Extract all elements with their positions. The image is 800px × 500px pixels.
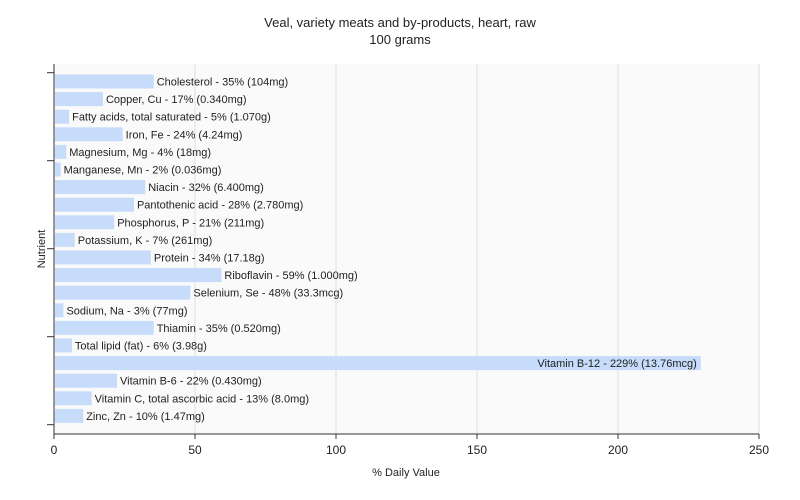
bar-label: Total lipid (fat) - 6% (3.98g) — [75, 341, 207, 353]
bar-label: Cholesterol - 35% (104mg) — [157, 77, 288, 89]
bars — [55, 74, 701, 423]
x-tick-label: 0 — [51, 443, 58, 457]
bar-label: Vitamin B-6 - 22% (0.430mg) — [120, 376, 262, 388]
x-tick-label: 250 — [749, 443, 769, 457]
bar — [55, 74, 154, 89]
bar-label: Zinc, Zn - 10% (1.47mg) — [86, 411, 205, 423]
bar — [55, 250, 151, 265]
bar — [55, 232, 75, 247]
chart-subtitle: 100 grams — [369, 32, 431, 47]
bar-label: Vitamin C, total ascorbic acid - 13% (8.… — [95, 393, 309, 405]
axes: 0 50 100 150 200 250 — [47, 64, 769, 457]
bar-label: Copper, Cu - 17% (0.340mg) — [106, 94, 247, 106]
bar — [55, 180, 146, 195]
x-tick-label: 150 — [467, 443, 487, 457]
bar-label: Niacin - 32% (6.400mg) — [148, 182, 264, 194]
bar — [55, 338, 72, 353]
bar — [55, 215, 115, 230]
bar-label: Vitamin B-12 - 229% (13.76mcg) — [537, 358, 696, 370]
bar-label: Manganese, Mn - 2% (0.036mg) — [64, 165, 222, 177]
y-axis-label: Nutrient — [36, 230, 48, 269]
bar-label: Iron, Fe - 24% (4.24mg) — [126, 129, 243, 141]
bar — [55, 320, 154, 335]
x-tick-label: 200 — [608, 443, 628, 457]
bar — [55, 127, 123, 142]
bar-labels: Cholesterol - 35% (104mg) Copper, Cu - 17… — [64, 77, 697, 423]
bar — [55, 356, 701, 371]
bar-label: Pantothenic acid - 28% (2.780mg) — [137, 200, 303, 212]
plot-area — [54, 64, 759, 434]
bar — [55, 162, 61, 177]
x-tick-label: 50 — [188, 443, 202, 457]
bar — [55, 303, 64, 318]
bar — [55, 408, 84, 423]
bar-label: Thiamin - 35% (0.520mg) — [157, 323, 281, 335]
bar-label: Sodium, Na - 3% (77mg) — [66, 305, 187, 317]
chart-title: Veal, variety meats and by-products, hea… — [264, 15, 536, 30]
bar — [55, 92, 103, 107]
bar — [55, 391, 92, 406]
bar-label: Magnesium, Mg - 4% (18mg) — [69, 147, 211, 159]
bar-label: Riboflavin - 59% (1.000mg) — [224, 270, 357, 282]
x-axis-label: % Daily Value — [372, 467, 440, 479]
gridlines — [194, 64, 760, 434]
bar — [55, 373, 118, 388]
bar-label: Selenium, Se - 48% (33.3mcg) — [193, 288, 343, 300]
x-tick-label: 100 — [326, 443, 346, 457]
bar-label: Phosphorus, P - 21% (211mg) — [117, 217, 264, 229]
bar-label: Fatty acids, total saturated - 5% (1.070… — [72, 112, 271, 124]
bar-label: Protein - 34% (17.18g) — [154, 253, 265, 265]
bar — [55, 285, 191, 300]
bar-label: Potassium, K - 7% (261mg) — [78, 235, 213, 247]
bar — [55, 109, 70, 124]
bar — [55, 268, 222, 283]
bar — [55, 144, 67, 159]
bar — [55, 197, 134, 212]
